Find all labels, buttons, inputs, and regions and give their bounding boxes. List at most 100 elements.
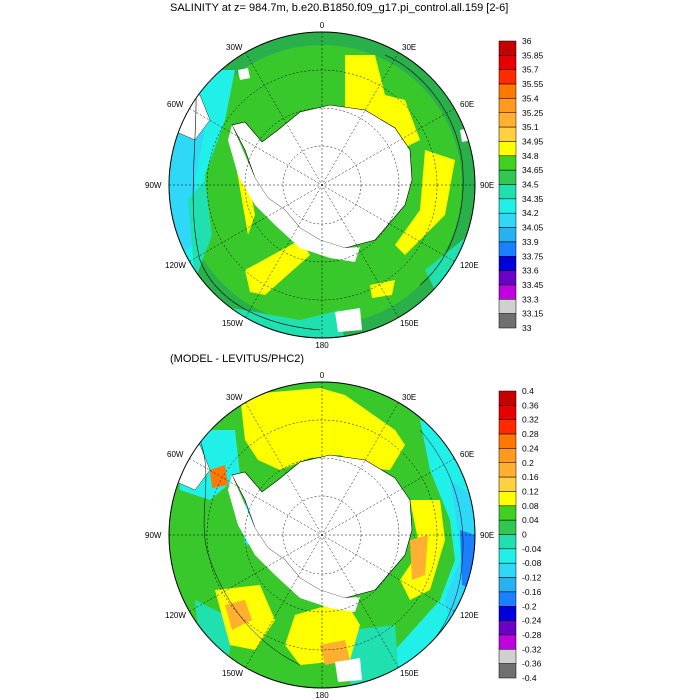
p2-colorbar-label-1: 0.36	[522, 400, 539, 410]
p2-colorbar-label-3: 0.28	[522, 429, 539, 439]
p1-colorbar-box-18	[498, 299, 517, 314]
p1-colorbar-label-5: 35.25	[522, 108, 544, 118]
p1-colorbar-box-8	[498, 155, 517, 171]
p1-colorbar-label-1: 35.85	[522, 50, 544, 60]
p1-lon-120w: 120W	[165, 261, 186, 270]
p2-island-2	[335, 658, 362, 682]
p2-lon-30e: 30E	[402, 393, 416, 402]
p2-colorbar-label-20: -0.4	[522, 673, 537, 683]
p2-colorbar-box-13	[498, 577, 517, 593]
p1-contour-1	[192, 69, 321, 331]
p2-lon-120e: 120E	[460, 611, 479, 620]
p1-colorbar-box-19	[498, 313, 517, 329]
p2-colorbar-label-16: -0.24	[522, 616, 542, 626]
p1-yellow-southwest	[245, 240, 310, 295]
p2-map-border	[168, 381, 476, 689]
p1-lon-0: 0	[320, 21, 325, 30]
p1-lon-60e: 60E	[460, 100, 474, 109]
p2-colorbar-box-17	[498, 634, 517, 650]
p2-colorbar-box-12	[498, 562, 517, 578]
p1-colorbar-box-6	[498, 126, 517, 142]
p1-contour-2	[384, 54, 464, 286]
p1-colorbar-box-2	[498, 69, 517, 85]
p1-colorbar-box-16	[498, 270, 517, 286]
p1-colorbar-box-4	[498, 98, 517, 114]
p2-colorbar-box-1	[498, 405, 517, 420]
p1-colorbar-box-10	[498, 184, 517, 200]
p2-colorbar-box-11	[498, 548, 517, 564]
p1-lon-150w: 150W	[222, 319, 243, 328]
panel1-title: SALINITY at z= 984.7m, b.e20.B1850.f09_g…	[170, 2, 509, 14]
p1-colorbar-label-16: 33.6	[522, 266, 539, 276]
p2-lon-labels: 0 30E 60E 90E 120E 150E 180 150W 120W 90…	[145, 371, 494, 700]
p2-colorbar-box-5	[498, 462, 517, 478]
p1-colorbar-box-3	[498, 83, 517, 99]
p2-colorbar-box-9	[498, 519, 517, 535]
p1-colorbar-label-20: 33	[522, 323, 532, 333]
p1-colorbar-box-5	[498, 112, 517, 128]
p1-colorbar-label-14: 33.9	[522, 237, 539, 247]
p2-colorbar-label-7: 0.12	[522, 486, 539, 496]
p2-colorbar-label-12: -0.08	[522, 558, 542, 568]
p1-island-2	[335, 308, 362, 332]
p1-lon-120e: 120E	[460, 261, 479, 270]
p2-lon-0: 0	[320, 371, 325, 380]
p2-colorbar-box-7	[498, 491, 517, 507]
p1-island-1	[238, 68, 250, 80]
p2-colorbar-box-18	[498, 649, 517, 664]
p1-colorbar-box-11	[498, 198, 517, 214]
p1-colorbar-box-9	[498, 169, 517, 185]
p2-colorbar-label-10: 0	[522, 530, 527, 540]
p2-graticule	[169, 382, 475, 688]
p1-lon-180: 180	[315, 341, 329, 350]
p2-lon-120w: 120W	[165, 611, 186, 620]
p2-colorbar-label-9: 0.04	[522, 515, 539, 525]
p2-lon-150w: 150W	[222, 669, 243, 678]
p1-teal-west	[188, 180, 212, 280]
p2-lon-30w: 30W	[226, 393, 243, 402]
p1-lon-150e: 150E	[400, 319, 419, 328]
p1-colorbar-box-7	[498, 141, 517, 157]
p2-colorbar-label-14: -0.16	[522, 587, 542, 597]
p2-coast-fringe	[228, 475, 360, 612]
p1-lon-labels: 0 30E 60E 90E 120E 150E 180 150W 120W 90…	[145, 21, 494, 350]
p1-lon-30e: 30E	[402, 43, 416, 52]
p2-colorbar-label-6: 0.16	[522, 472, 539, 482]
p2-colorbar-label-19: -0.36	[522, 659, 542, 669]
p1-colorbar-label-13: 34.05	[522, 223, 544, 233]
p2-colorbar-box-16	[498, 620, 517, 636]
p2-lon-60e: 60E	[460, 450, 474, 459]
p1-colorbar-label-7: 34.95	[522, 136, 544, 146]
p2-lon-90e: 90E	[480, 531, 494, 540]
p2-colorbar-label-15: -0.2	[522, 601, 537, 611]
p2-colorbar-label-2: 0.32	[522, 415, 539, 425]
p1-colorbar-label-17: 33.45	[522, 280, 544, 290]
p1-colorbar-box-0	[498, 40, 517, 56]
p2-orange-3	[410, 535, 428, 580]
p2-colorbar-label-11: -0.04	[522, 544, 542, 554]
p1-colorbar-box-13	[498, 227, 517, 243]
p2-colorbar-label-17: -0.28	[522, 630, 542, 640]
p1-colorbar: 36 35.85 35.7 35.55 35.4 35.25 35.1 34.95 34.8 34…	[498, 36, 544, 333]
p1-colorbar-label-15: 33.75	[522, 251, 544, 261]
p1-colorbar-box-12	[498, 212, 517, 228]
p1-colorbar-label-8: 34.8	[522, 151, 539, 161]
p1-yellow-peninsula	[235, 160, 255, 235]
p1-colorbar-box-1	[498, 55, 517, 70]
p1-colorbar-box-15	[498, 256, 517, 271]
p2-colorbar-box-0	[498, 390, 517, 406]
p2-orange-2	[320, 640, 350, 665]
p2-colorbar-label-13: -0.12	[522, 573, 542, 583]
p2-colorbar-box-2	[498, 419, 517, 435]
p1-colorbar-box-17	[498, 284, 517, 300]
p2-lon-60w: 60W	[167, 450, 184, 459]
p1-map-border	[168, 31, 476, 339]
p1-yellow-east	[395, 150, 455, 255]
p2-colorbar-box-15	[498, 606, 517, 621]
panel1-map: 0 30E 60E 90E 120E 150E 180 150W 120W 90…	[145, 21, 544, 350]
p1-yellow-south-patch	[370, 280, 395, 298]
p1-colorbar-label-12: 34.2	[522, 208, 539, 218]
p1-colorbar-label-6: 35.1	[522, 122, 539, 132]
p2-colorbar-box-14	[498, 591, 517, 607]
